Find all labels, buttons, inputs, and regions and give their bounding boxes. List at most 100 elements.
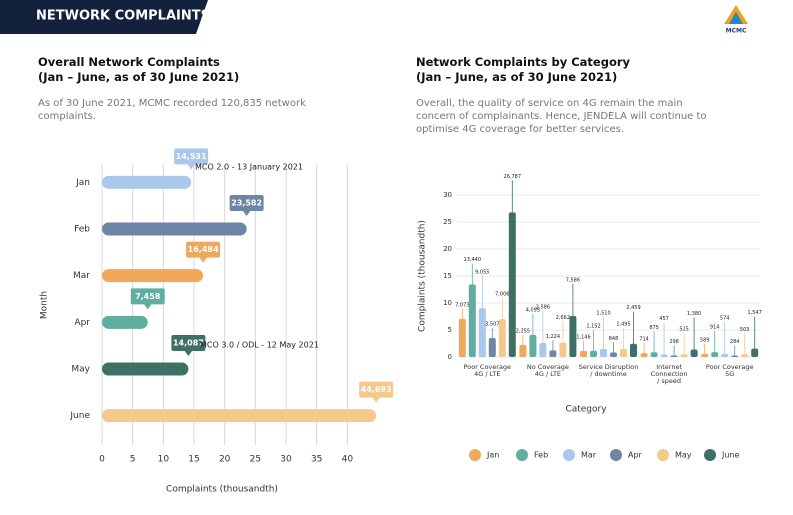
value-label: 14,531 xyxy=(176,152,207,161)
bar xyxy=(640,353,648,357)
bar xyxy=(549,350,557,357)
legend-swatch xyxy=(704,449,716,461)
bar xyxy=(102,315,148,329)
bar xyxy=(721,353,729,357)
bar xyxy=(751,348,759,357)
chart-title: Overall Network Complaints xyxy=(38,55,220,69)
bar xyxy=(498,319,506,357)
legend-label: Apr xyxy=(628,451,643,460)
value-tag-pointer xyxy=(199,257,208,263)
value-tag-pointer xyxy=(184,350,193,356)
bar xyxy=(660,354,668,357)
value-label: 1,495 xyxy=(616,321,630,327)
x-tick-label: 5 xyxy=(130,455,136,465)
bar xyxy=(741,354,749,357)
y-tick-label: Apr xyxy=(74,318,90,328)
value-tag xyxy=(229,195,264,211)
value-label: 7,586 xyxy=(566,278,580,284)
value-tag-pointer xyxy=(187,163,196,170)
y-tick-label: 10 xyxy=(443,299,452,307)
x-tick-label: Poor Coverage xyxy=(706,363,754,371)
value-label: 714 xyxy=(639,337,649,343)
value-label: 7,073 xyxy=(455,302,469,308)
y-axis-label: Month xyxy=(40,291,50,319)
bar xyxy=(610,352,617,357)
chart-subtitle: (Jan – June, as of 30 June 2021) xyxy=(38,70,240,84)
bar xyxy=(478,308,486,357)
y-tick-label: 15 xyxy=(443,272,452,280)
bar xyxy=(102,175,192,189)
bar xyxy=(620,348,627,357)
x-tick-label: / downtime xyxy=(590,370,626,378)
bar xyxy=(488,338,496,357)
bar xyxy=(508,212,516,357)
value-label: 2,662 xyxy=(556,315,570,321)
value-tag xyxy=(186,241,221,258)
x-tick-label: 0 xyxy=(99,455,105,465)
x-tick-label: 35 xyxy=(311,455,322,465)
x-tick-label: 10 xyxy=(158,455,170,465)
value-label: 7,006 xyxy=(495,292,509,298)
value-label: 457 xyxy=(659,316,669,322)
x-tick-label: 15 xyxy=(188,455,199,465)
value-label: 848 xyxy=(609,336,619,342)
y-tick-label: 5 xyxy=(448,326,452,334)
x-tick-label: 40 xyxy=(342,455,354,465)
value-tag-pointer xyxy=(143,303,152,310)
legend-label: June xyxy=(721,451,740,460)
legend-swatch xyxy=(563,449,575,461)
value-label: 589 xyxy=(700,337,710,343)
header-title: NETWORK COMPLAINTS xyxy=(36,9,210,24)
value-tag-pointer xyxy=(372,397,381,403)
bar xyxy=(680,354,688,357)
legend-label: Feb xyxy=(534,451,548,460)
legend-swatch xyxy=(469,449,481,461)
logo-icon-inner xyxy=(729,12,743,24)
x-axis-label: Category xyxy=(565,405,607,415)
y-axis-label: Complaints (thousandth) xyxy=(418,220,428,332)
value-label: 875 xyxy=(649,325,659,331)
value-label: 2,459 xyxy=(626,305,640,311)
value-tag xyxy=(171,335,206,351)
chart-description: Overall, the quality of service on 4G re… xyxy=(416,98,707,135)
value-label: 44,693 xyxy=(361,385,392,394)
value-label: 2,586 xyxy=(536,305,550,311)
value-label: 23,582 xyxy=(231,199,262,208)
bar xyxy=(539,343,547,357)
value-tag-pointer xyxy=(242,210,251,216)
value-label: 525 xyxy=(679,327,689,333)
y-tick-label: Mar xyxy=(73,271,90,281)
value-tag xyxy=(359,381,394,398)
x-tick-label: No Coverage xyxy=(527,363,569,371)
x-tick-label: / speed xyxy=(657,377,681,385)
bar xyxy=(102,409,377,423)
value-label: 298 xyxy=(669,339,679,345)
legend-label: Mar xyxy=(581,451,597,460)
y-tick-label: 0 xyxy=(448,353,452,361)
value-label: 7,458 xyxy=(135,292,161,301)
bar xyxy=(650,352,658,357)
bar xyxy=(102,269,204,283)
bar xyxy=(590,350,597,357)
y-tick-label: Feb xyxy=(74,225,90,235)
value-tag xyxy=(130,288,165,305)
bar xyxy=(600,348,607,357)
y-tick-label: June xyxy=(69,411,90,421)
annotation: MCO 2.0 - 13 January 2021 xyxy=(195,163,303,172)
bar xyxy=(711,352,719,357)
value-label: 4,095 xyxy=(526,307,540,313)
x-tick-label: 5G xyxy=(725,370,734,378)
bar xyxy=(468,284,476,357)
value-label: 13,440 xyxy=(464,257,482,263)
bar xyxy=(458,318,466,357)
x-axis-label: Complaints (thousandth) xyxy=(166,485,278,495)
x-tick-label: Connection xyxy=(651,370,688,378)
legend-label: Jan xyxy=(486,451,499,460)
value-label: 284 xyxy=(730,339,740,345)
bar xyxy=(519,344,527,357)
value-label: 1,224 xyxy=(546,334,560,340)
value-label: 1,380 xyxy=(687,311,701,317)
value-label: 3,507 xyxy=(485,322,499,328)
